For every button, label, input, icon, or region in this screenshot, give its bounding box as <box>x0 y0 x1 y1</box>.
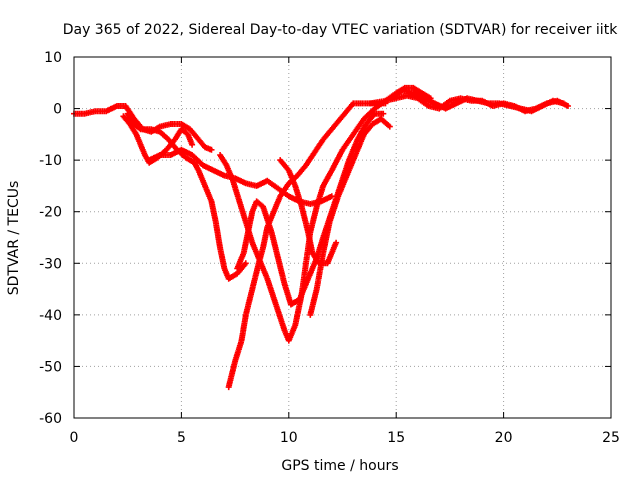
chart-title: Day 365 of 2022, Sidereal Day-to-day VTE… <box>63 22 618 38</box>
y-tick-label: -60 <box>39 411 62 427</box>
y-tick-label: 0 <box>53 102 62 118</box>
y-tick-label: -50 <box>39 359 62 375</box>
tick-labels: 0 5 10 15 20 25 -60 -50 -40 -30 -20 -10 0 10 <box>39 50 620 446</box>
series-arc-4 <box>146 146 335 207</box>
y-tick-label: -30 <box>39 256 62 272</box>
y-tick-label: 10 <box>44 50 62 66</box>
x-tick-label: 20 <box>495 430 513 446</box>
axis-ticks <box>73 56 612 419</box>
x-tick-label: 15 <box>387 430 405 446</box>
plot-frame <box>73 56 612 419</box>
series-group <box>71 84 571 391</box>
series-arc-6 <box>225 100 389 391</box>
y-tick-label: -20 <box>39 205 62 221</box>
x-tick-label: 25 <box>602 430 620 446</box>
x-tick-label: 0 <box>70 430 79 446</box>
y-tick-label: -40 <box>39 308 62 324</box>
series-arc-9 <box>307 115 393 318</box>
x-axis-label: GPS time / hours <box>281 458 398 474</box>
grid <box>74 57 611 418</box>
y-tick-label: -10 <box>39 153 62 169</box>
x-tick-label: 5 <box>177 430 186 446</box>
series-arc-11 <box>388 87 567 115</box>
y-axis-label: SDTVAR / TECUs <box>6 181 22 296</box>
series-arc-3 <box>124 110 249 282</box>
x-tick-label: 10 <box>280 430 298 446</box>
